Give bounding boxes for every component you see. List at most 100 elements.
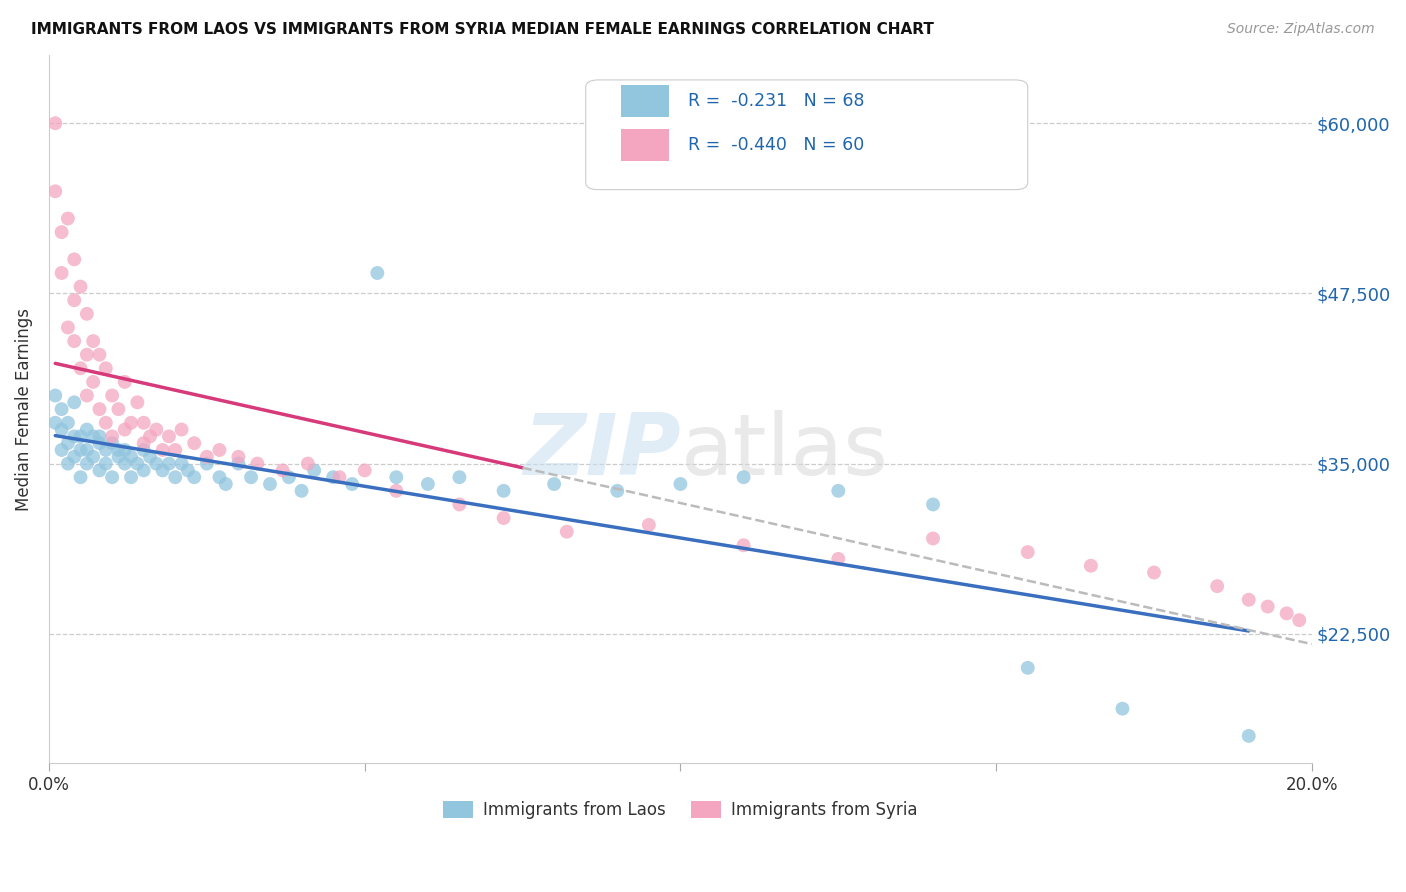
Point: [76, 442, 98, 457]
Point: [637, 517, 659, 532]
Point: [157, 457, 180, 471]
Point: [101, 388, 124, 402]
Point: [145, 423, 167, 437]
Point: [63, 293, 86, 308]
Point: [63, 450, 86, 464]
Point: [157, 429, 180, 443]
Point: [669, 477, 692, 491]
Point: [69, 361, 91, 376]
Point: [606, 483, 628, 498]
Point: [1206, 579, 1229, 593]
Point: [89, 463, 111, 477]
Point: [228, 450, 250, 464]
Point: [132, 416, 155, 430]
Point: [385, 483, 408, 498]
Point: [322, 470, 344, 484]
Point: [107, 402, 129, 417]
Point: [101, 429, 124, 443]
Point: [1017, 661, 1039, 675]
Point: [76, 423, 98, 437]
Point: [82, 450, 104, 464]
Point: [132, 436, 155, 450]
Point: [114, 442, 136, 457]
Point: [69, 442, 91, 457]
Text: Source: ZipAtlas.com: Source: ZipAtlas.com: [1227, 22, 1375, 37]
Point: [51, 442, 73, 457]
Point: [1237, 729, 1260, 743]
Point: [152, 442, 174, 457]
Point: [183, 436, 205, 450]
Point: [69, 429, 91, 443]
Point: [246, 457, 269, 471]
Point: [1237, 592, 1260, 607]
Point: [89, 348, 111, 362]
Point: [51, 402, 73, 417]
Point: [177, 463, 200, 477]
Point: [101, 470, 124, 484]
Point: [114, 423, 136, 437]
Point: [492, 511, 515, 525]
Point: [449, 470, 471, 484]
Point: [82, 334, 104, 348]
Point: [44, 116, 66, 130]
Point: [44, 416, 66, 430]
Point: [922, 532, 945, 546]
Point: [208, 442, 231, 457]
Point: [107, 442, 129, 457]
Point: [240, 470, 263, 484]
Point: [120, 450, 142, 464]
Point: [139, 429, 162, 443]
Point: [385, 470, 408, 484]
Point: [215, 477, 238, 491]
Point: [120, 470, 142, 484]
Point: [827, 552, 849, 566]
Point: [76, 457, 98, 471]
Point: [259, 477, 281, 491]
Point: [89, 429, 111, 443]
Point: [183, 470, 205, 484]
Point: [1288, 613, 1310, 627]
Point: [165, 442, 187, 457]
Point: [51, 423, 73, 437]
Text: R =  -0.440   N = 60: R = -0.440 N = 60: [688, 136, 865, 154]
Point: [56, 416, 79, 430]
Point: [127, 395, 149, 409]
Point: [277, 470, 299, 484]
Point: [1111, 701, 1133, 715]
Point: [89, 436, 111, 450]
Text: IMMIGRANTS FROM LAOS VS IMMIGRANTS FROM SYRIA MEDIAN FEMALE EARNINGS CORRELATION: IMMIGRANTS FROM LAOS VS IMMIGRANTS FROM …: [31, 22, 934, 37]
Point: [328, 470, 350, 484]
Point: [733, 538, 755, 552]
Point: [114, 457, 136, 471]
Point: [114, 375, 136, 389]
Point: [1143, 566, 1166, 580]
Point: [51, 266, 73, 280]
Point: [63, 395, 86, 409]
Point: [543, 477, 565, 491]
Point: [132, 442, 155, 457]
Point: [827, 483, 849, 498]
Point: [416, 477, 439, 491]
Point: [51, 225, 73, 239]
Point: [290, 483, 312, 498]
Point: [297, 457, 319, 471]
Point: [132, 463, 155, 477]
Point: [107, 450, 129, 464]
Point: [1080, 558, 1102, 573]
Point: [76, 307, 98, 321]
Point: [1257, 599, 1279, 614]
Y-axis label: Median Female Earnings: Median Female Earnings: [15, 308, 32, 510]
Point: [94, 457, 117, 471]
Point: [366, 266, 388, 280]
FancyBboxPatch shape: [621, 129, 669, 161]
Point: [302, 463, 325, 477]
Point: [101, 436, 124, 450]
Point: [63, 334, 86, 348]
Point: [44, 184, 66, 198]
Point: [94, 416, 117, 430]
FancyBboxPatch shape: [621, 85, 669, 117]
Point: [165, 470, 187, 484]
Point: [145, 457, 167, 471]
Point: [1017, 545, 1039, 559]
Point: [139, 450, 162, 464]
